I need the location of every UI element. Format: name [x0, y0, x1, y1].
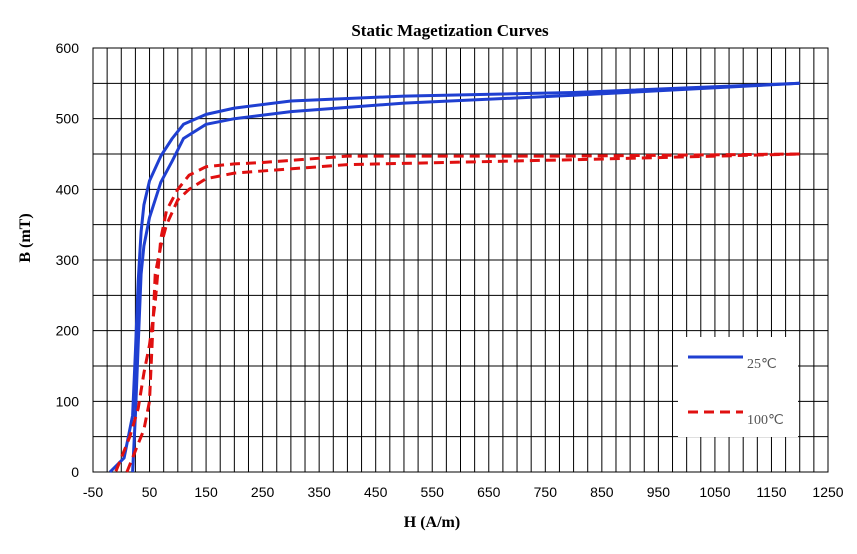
x-axis-label: H (A/m)	[404, 514, 460, 531]
series-line-1-ascending	[125, 152, 800, 473]
x-tick-label: 550	[421, 484, 445, 500]
y-tick-label: 100	[56, 393, 80, 409]
x-tick-label: 1250	[812, 484, 843, 500]
y-tick-label: 300	[56, 252, 80, 268]
x-tick-label: -50	[83, 484, 103, 500]
x-tick-label: 1050	[699, 484, 730, 500]
y-tick-label: 500	[56, 111, 80, 127]
chart-title: Static Magetization Curves	[351, 21, 549, 40]
plot-area-border	[92, 47, 829, 473]
x-tick-label: 150	[194, 484, 218, 500]
series-lines	[108, 81, 800, 474]
x-tick-label: 50	[142, 484, 158, 500]
series-line-0-ascending	[131, 81, 800, 473]
y-axis-ticks: 0 100 200 300 400 500 600	[56, 40, 80, 480]
x-tick-label: 750	[534, 484, 558, 500]
x-axis-ticks: -50 50 150 250 350 450 550 650 750 850 950 1050 1150…	[83, 484, 844, 500]
legend-label-100c: 100℃	[747, 413, 784, 428]
x-tick-label: 850	[590, 484, 614, 500]
y-tick-label: 600	[56, 40, 80, 56]
x-tick-label: 250	[251, 484, 275, 500]
legend-label-25c: 25℃	[747, 357, 777, 372]
legend: 25℃ 100℃	[678, 337, 798, 437]
y-tick-label: 200	[56, 323, 80, 339]
y-tick-label: 0	[71, 464, 79, 480]
x-tick-label: 650	[477, 484, 501, 500]
y-axis-label: B (mT)	[17, 213, 34, 262]
x-tick-label: 1150	[756, 484, 786, 500]
series-line-1-descending	[114, 152, 800, 473]
series-line-0-descending	[108, 81, 800, 474]
x-tick-label: 950	[647, 484, 671, 500]
y-tick-label: 400	[56, 181, 80, 197]
x-tick-label: 350	[307, 484, 331, 500]
x-tick-label: 450	[364, 484, 388, 500]
legend-box	[678, 337, 798, 437]
